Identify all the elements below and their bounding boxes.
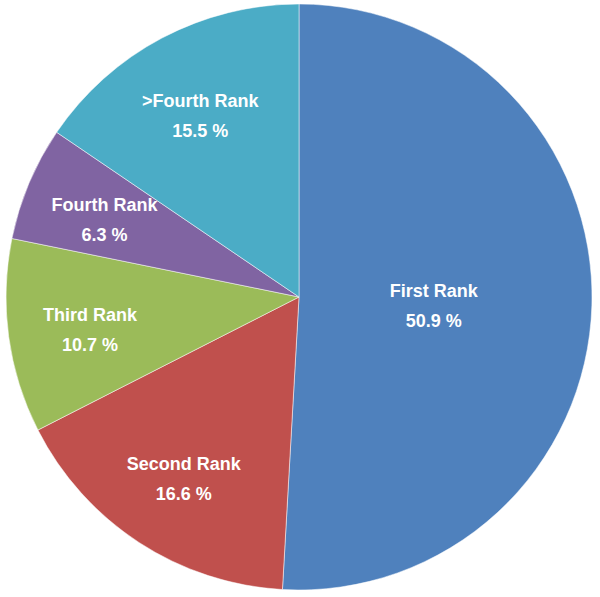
pie-slice (282, 4, 592, 590)
pie-slice (57, 4, 299, 297)
slice-label: Second Rank 16.6 % (127, 454, 242, 504)
value-label: 6.3 % (82, 225, 128, 245)
data-labels: First Rank 50.9 % Second Rank 16.6 % Third R… (43, 91, 479, 504)
value-label: 15.5 % (172, 121, 228, 141)
value-label: 50.9 % (406, 311, 462, 331)
slice-label: Third Rank 10.7 % (43, 305, 138, 355)
slice-label: Fourth Rank 6.3 % (52, 195, 159, 245)
value-label: 10.7 % (62, 335, 118, 355)
category-label: Second Rank (127, 454, 242, 474)
value-label: 16.6 % (156, 484, 212, 504)
slice-label: First Rank 50.9 % (390, 281, 479, 331)
slice-label: >Fourth Rank 15.5 % (142, 91, 259, 141)
category-label: Fourth Rank (52, 195, 159, 215)
category-label: Third Rank (43, 305, 138, 325)
category-label: First Rank (390, 281, 479, 301)
pie (6, 4, 592, 590)
category-label: >Fourth Rank (142, 91, 259, 111)
chart: First Rank 50.9 % Second Rank 16.6 % Third R… (0, 0, 600, 597)
